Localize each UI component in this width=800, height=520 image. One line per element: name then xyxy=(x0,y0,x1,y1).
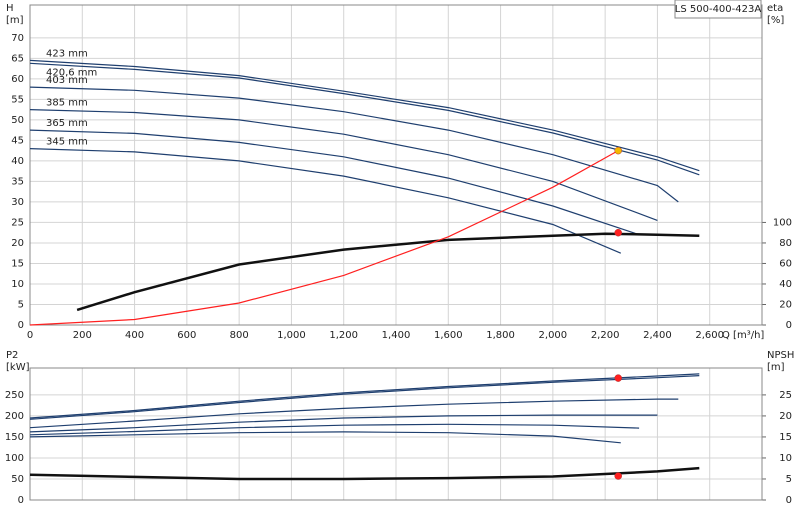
y2-tick-label: 20 xyxy=(779,299,792,310)
x-tick-label: 400 xyxy=(125,330,144,341)
y-axis-unit: [m] xyxy=(6,15,24,26)
y-tick-label: 100 xyxy=(5,453,24,464)
y-tick-label: 200 xyxy=(5,411,24,422)
x-tick-label: 1,000 xyxy=(277,330,306,341)
operating-point xyxy=(614,146,622,155)
x-tick-label: 2,600 xyxy=(695,330,724,341)
curve xyxy=(29,373,700,419)
operating-point xyxy=(614,374,622,382)
plot-frame xyxy=(29,4,763,326)
y2-tick-label: 15 xyxy=(779,432,792,443)
operating-point xyxy=(614,472,622,480)
x-tick-label: 1,200 xyxy=(329,330,358,341)
operating-point xyxy=(614,228,622,237)
y-axis-title: H xyxy=(6,3,14,14)
curve xyxy=(29,431,621,444)
x-tick-label: 1,800 xyxy=(486,330,515,341)
y-tick-label: 45 xyxy=(11,135,24,146)
y2-tick-label: 40 xyxy=(779,279,792,290)
y-axis-unit: [kW] xyxy=(6,362,30,373)
curve-label: 420,6 mm xyxy=(46,67,97,78)
curve xyxy=(29,109,658,221)
y-tick-label: 70 xyxy=(11,33,24,44)
y-tick-label: 65 xyxy=(11,53,24,64)
y2-tick-label: 0 xyxy=(786,495,792,506)
y2-axis-unit: [%] xyxy=(767,15,784,26)
x-tick-label: 800 xyxy=(230,330,249,341)
y2-tick-label: 60 xyxy=(779,258,792,269)
curve xyxy=(29,129,640,236)
y-tick-label: 55 xyxy=(11,94,24,105)
y-tick-label: 35 xyxy=(11,176,24,187)
curve-label: 345 mm xyxy=(46,137,88,148)
y-tick-label: 0 xyxy=(18,320,24,331)
y-tick-label: 25 xyxy=(11,217,24,228)
y2-tick-label: 80 xyxy=(779,238,792,249)
curve xyxy=(29,375,700,420)
plot-frame xyxy=(29,367,763,501)
curve xyxy=(29,423,640,436)
y2-axis-title: eta xyxy=(767,3,783,14)
x-tick-label: 200 xyxy=(73,330,92,341)
y-tick-label: 150 xyxy=(5,432,24,443)
y-tick-label: 0 xyxy=(18,495,24,506)
curve xyxy=(29,59,700,172)
x-axis-title: Q [m³/h] xyxy=(722,330,764,341)
y-tick-label: 20 xyxy=(11,238,24,249)
curve-label: 403 mm xyxy=(46,75,88,86)
y-tick-label: 60 xyxy=(11,74,24,85)
y-tick-label: 50 xyxy=(11,474,24,485)
curve-label: 365 mm xyxy=(46,118,88,129)
y2-tick-label: 10 xyxy=(779,453,792,464)
x-tick-label: 1,600 xyxy=(434,330,463,341)
y2-tick-label: 100 xyxy=(773,217,792,228)
curve-label: 385 mm xyxy=(46,98,88,109)
curve xyxy=(76,232,700,312)
y-tick-label: 250 xyxy=(5,390,24,401)
curve xyxy=(29,62,700,176)
y2-tick-label: 25 xyxy=(779,390,792,401)
y-tick-label: 30 xyxy=(11,197,24,208)
y-tick-label: 50 xyxy=(11,115,24,126)
x-tick-label: 2,400 xyxy=(643,330,672,341)
curve xyxy=(29,148,622,254)
chart-title: LS 500-400-423A xyxy=(675,4,762,15)
x-tick-label: 1,400 xyxy=(382,330,411,341)
curve xyxy=(29,398,679,429)
y-tick-label: 10 xyxy=(11,279,24,290)
y2-axis-title: NPSH xyxy=(767,350,794,361)
y-tick-label: 40 xyxy=(11,156,24,167)
y-tick-label: 5 xyxy=(18,299,24,310)
y2-axis-unit: [m] xyxy=(767,362,785,373)
title-box xyxy=(674,0,762,19)
x-tick-label: 0 xyxy=(27,330,33,341)
curve xyxy=(29,414,658,433)
y2-tick-label: 5 xyxy=(786,474,792,485)
curve xyxy=(29,86,679,203)
y2-tick-label: 20 xyxy=(779,411,792,422)
y-tick-label: 15 xyxy=(11,258,24,269)
curve xyxy=(29,466,700,481)
x-tick-label: 2,200 xyxy=(591,330,620,341)
y2-tick-label: 0 xyxy=(786,320,792,331)
curve-label: 423 mm xyxy=(46,48,88,59)
curve xyxy=(29,150,619,326)
x-tick-label: 2,000 xyxy=(539,330,568,341)
x-tick-label: 600 xyxy=(177,330,196,341)
y-axis-title: P2 xyxy=(6,350,18,361)
